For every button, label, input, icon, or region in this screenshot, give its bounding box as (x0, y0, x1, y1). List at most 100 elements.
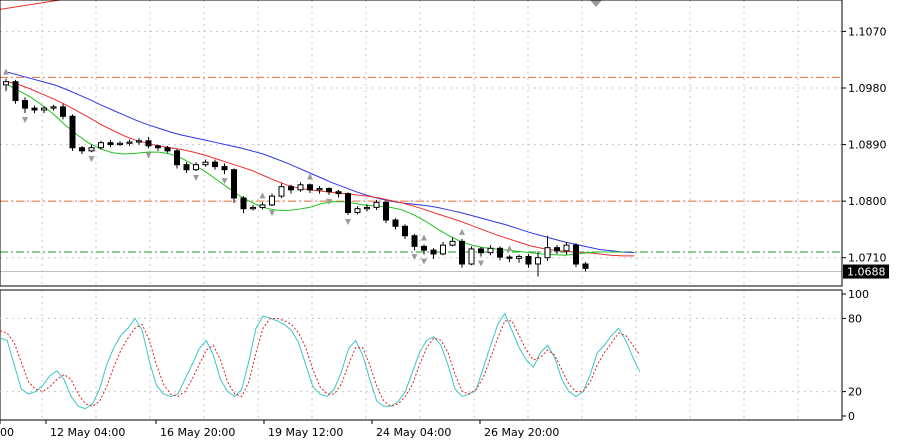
stochastic-line (0, 317, 641, 407)
stochastic-panel (0, 289, 843, 421)
candle-body (231, 169, 237, 199)
candle-body (60, 106, 66, 117)
price-axis-label: 1.0890 (848, 139, 887, 152)
candle-body (468, 248, 475, 265)
candle-body (516, 255, 522, 259)
price-axis-label: 1.0980 (848, 82, 887, 95)
price-axis-label: 1.0710 (848, 252, 887, 265)
time-axis-label: 00 (0, 426, 14, 439)
fractal-up-marker (421, 234, 427, 241)
candle-body (88, 147, 95, 152)
candle-body (316, 188, 323, 191)
candle-body (155, 145, 161, 149)
price-axis-label: 1.1070 (848, 25, 887, 38)
fractal-up-marker (3, 68, 9, 75)
candle-body (307, 184, 313, 191)
candle-body (250, 206, 256, 210)
candle-body (145, 140, 152, 147)
candle-body (31, 107, 38, 111)
fractal-down-marker (421, 258, 427, 265)
price-panel (0, 0, 843, 287)
candle-body (430, 249, 437, 255)
candle-body (421, 245, 427, 251)
candle-body (449, 240, 456, 246)
stochastic-axis-label: 20 (848, 386, 862, 399)
candle-body (373, 201, 380, 208)
fractal-down-marker (22, 117, 28, 124)
candle-body (383, 201, 389, 221)
candle-body (573, 244, 579, 265)
candle-body (335, 191, 342, 195)
time-axis-label: 24 May 04:00 (376, 426, 451, 439)
candle-body (297, 184, 304, 191)
current-price-box (843, 264, 889, 279)
price-panel-border (0, 0, 843, 287)
candle-body (354, 208, 361, 213)
fractal-down-marker (269, 210, 275, 217)
chart-shift-marker (590, 0, 602, 7)
candle-body (136, 140, 142, 143)
candle-body (478, 248, 484, 254)
stochastic-line (0, 312, 641, 410)
fractal-up-marker (259, 192, 266, 199)
fractal-up-marker (506, 245, 513, 252)
candle-body (3, 81, 9, 86)
candle-body (582, 263, 589, 269)
candle-body (402, 225, 408, 237)
candle-body (69, 115, 76, 149)
current-price-label: 1.0688 (847, 266, 886, 279)
candle-body (193, 164, 199, 171)
candle-body (544, 247, 551, 259)
candle-body (212, 161, 218, 168)
candle-body (487, 247, 494, 254)
time-axis-label: 16 May 20:00 (160, 426, 235, 439)
fractal-up-marker (307, 173, 313, 180)
candle-body (364, 206, 370, 210)
candle-body (525, 255, 532, 265)
candle-body (278, 186, 285, 197)
candle-body (563, 244, 570, 252)
time-axis-label: 19 May 12:00 (268, 426, 343, 439)
stochastic-panel-border (0, 289, 843, 421)
moving-average-line (7, 84, 623, 256)
candle-body (392, 219, 399, 227)
candle-body (459, 240, 465, 265)
time-axis: 00 12 May 04:00 16 May 20:00 19 May 12:00 24… (0, 420, 559, 439)
time-axis-label: 26 May 20:00 (484, 426, 559, 439)
fractal-down-marker (345, 218, 351, 225)
candle-body (98, 142, 104, 149)
candle-body (326, 188, 332, 193)
candle-body (440, 244, 446, 255)
moving-average-line (7, 81, 635, 257)
candle-body (41, 107, 47, 111)
candle-body (240, 197, 247, 210)
candle-body (497, 247, 503, 258)
fractal-down-marker (88, 156, 95, 163)
candle-body (164, 147, 171, 152)
stochastic-axis-label: 0 (848, 410, 855, 423)
candle-body (107, 142, 114, 146)
candle-body (411, 235, 418, 247)
time-axis-label: 12 May 04:00 (50, 426, 125, 439)
fractal-down-marker (193, 174, 199, 181)
candle-body (535, 257, 541, 265)
candle-body (202, 161, 209, 166)
candle-body (269, 195, 275, 206)
stochastic-axis-label: 80 (848, 312, 862, 325)
candle-body (79, 147, 85, 152)
candle-body (174, 150, 180, 166)
candle-body (554, 247, 560, 252)
candle-body (259, 204, 266, 208)
moving-average-line (0, 0, 61, 10)
fractal-up-marker (459, 228, 465, 235)
candle-body (345, 193, 351, 213)
moving-average-line (7, 71, 635, 254)
candle-body (183, 164, 190, 171)
candle-body (50, 106, 57, 109)
candle-body (126, 141, 133, 144)
candle-body (506, 256, 513, 259)
fractal-down-marker (478, 260, 484, 267)
